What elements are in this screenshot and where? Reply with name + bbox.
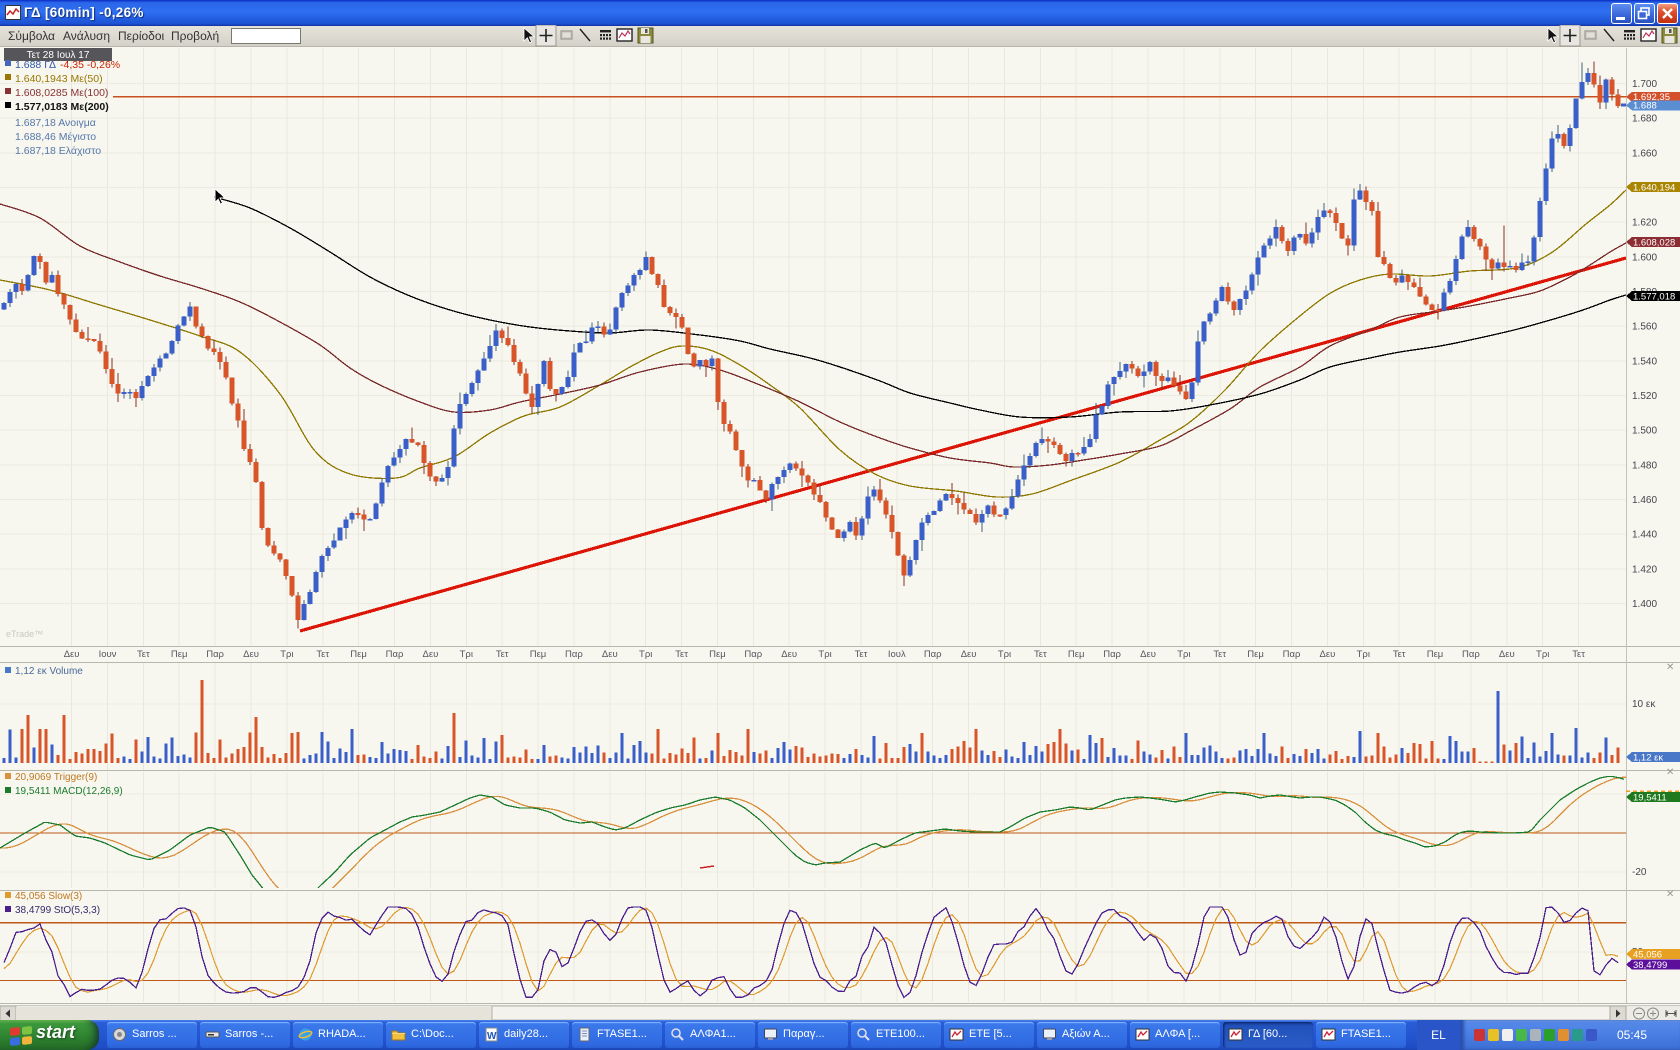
svg-text:Παρ: Παρ [565, 649, 583, 660]
svg-text:Τετ: Τετ [137, 649, 150, 660]
svg-text:Τετ: Τετ [1034, 649, 1047, 660]
svg-text:Δευ: Δευ [423, 649, 439, 660]
svg-text:1.640,1943 Με(50): 1.640,1943 Με(50) [15, 73, 103, 85]
svg-text:19,5411 MACD(12,26,9): 19,5411 MACD(12,26,9) [15, 786, 123, 797]
svg-text:Παρ: Παρ [744, 649, 762, 660]
svg-text:Τρι: Τρι [998, 649, 1011, 660]
svg-text:Πεμ: Πεμ [1427, 649, 1444, 660]
svg-text:1,12 εκ Volume: 1,12 εκ Volume [15, 666, 83, 677]
svg-text:1.520: 1.520 [1632, 391, 1657, 402]
svg-text:1.687,18 Ανοιγμα: 1.687,18 Ανοιγμα [15, 117, 96, 129]
svg-text:1.460: 1.460 [1632, 495, 1657, 506]
svg-text:20,9069 Trigger(9): 20,9069 Trigger(9) [15, 772, 97, 783]
svg-text:1.577,0183 Με(200): 1.577,0183 Με(200) [15, 101, 109, 113]
svg-text:1.400: 1.400 [1632, 599, 1657, 610]
svg-text:38,4799 StO(5,3,3): 38,4799 StO(5,3,3) [15, 905, 100, 916]
svg-text:Παρ: Παρ [1462, 649, 1480, 660]
svg-text:Τρι: Τρι [460, 649, 473, 660]
svg-text:Πεμ: Πεμ [171, 649, 188, 660]
svg-text:Πεμ: Πεμ [709, 649, 726, 660]
svg-text:1.480: 1.480 [1632, 460, 1657, 471]
svg-text:Πεμ: Πεμ [530, 649, 547, 660]
svg-text:Δευ: Δευ [243, 649, 259, 660]
svg-text:1.640,194: 1.640,194 [1633, 182, 1675, 193]
svg-text:Παρ: Παρ [386, 649, 404, 660]
svg-text:Πεμ: Πεμ [1247, 649, 1264, 660]
svg-text:Ιουλ: Ιουλ [888, 649, 906, 660]
svg-text:Δευ: Δευ [64, 649, 80, 660]
svg-text:Παρ: Παρ [924, 649, 942, 660]
svg-text:Παρ: Παρ [1283, 649, 1301, 660]
svg-text:Παρ: Παρ [206, 649, 224, 660]
svg-text:1.692,35: 1.692,35 [1633, 92, 1670, 103]
svg-text:Τρι: Τρι [818, 649, 831, 660]
svg-text:eTrade™: eTrade™ [6, 629, 43, 639]
svg-text:1.440: 1.440 [1632, 530, 1657, 541]
svg-text:Παρ: Παρ [1103, 649, 1121, 660]
svg-text:Τετ 28 Ιουλ 17: Τετ 28 Ιουλ 17 [27, 50, 90, 61]
svg-text:Τετ: Τετ [675, 649, 688, 660]
svg-text:Τετ: Τετ [1572, 649, 1585, 660]
svg-text:1.600: 1.600 [1632, 252, 1657, 263]
svg-text:Δευ: Δευ [602, 649, 618, 660]
svg-text:45,056 Slow(3): 45,056 Slow(3) [15, 891, 82, 902]
svg-text:Δευ: Δευ [1320, 649, 1336, 660]
svg-text:Πεμ: Πεμ [350, 649, 367, 660]
svg-text:Πεμ: Πεμ [1068, 649, 1085, 660]
svg-text:1.688: 1.688 [1633, 101, 1657, 112]
svg-text:45,056: 45,056 [1633, 949, 1662, 960]
svg-text:1,12 εκ: 1,12 εκ [1633, 752, 1663, 763]
svg-text:1.560: 1.560 [1632, 322, 1657, 333]
svg-text:Ιουν: Ιουν [99, 649, 117, 660]
svg-text:-4,35 -0,26%: -4,35 -0,26% [60, 59, 120, 71]
svg-text:1.420: 1.420 [1632, 564, 1657, 575]
svg-text:1.700: 1.700 [1632, 79, 1657, 90]
svg-text:Δευ: Δευ [781, 649, 797, 660]
svg-text:Τετ: Τετ [316, 649, 329, 660]
svg-text:1.688,46 Μέγιστο: 1.688,46 Μέγιστο [15, 131, 96, 143]
svg-text:Τετ: Τετ [1393, 649, 1406, 660]
svg-text:✕: ✕ [1666, 767, 1674, 778]
svg-text:Τρι: Τρι [280, 649, 293, 660]
svg-text:Τρι: Τρι [1177, 649, 1190, 660]
svg-text:1.660: 1.660 [1632, 148, 1657, 159]
svg-text:38,4799: 38,4799 [1633, 960, 1667, 971]
svg-text:Δευ: Δευ [961, 649, 977, 660]
svg-text:1.680: 1.680 [1632, 114, 1657, 125]
svg-text:-20: -20 [1632, 867, 1647, 878]
svg-text:Τετ: Τετ [855, 649, 868, 660]
svg-text:1.608,0285 Με(100): 1.608,0285 Με(100) [15, 87, 108, 99]
svg-text:W: W [487, 1031, 497, 1042]
svg-text:1.688 ΓΔ: 1.688 ΓΔ [15, 59, 56, 71]
svg-text:✕: ✕ [1666, 662, 1674, 673]
svg-text:1.500: 1.500 [1632, 426, 1657, 437]
svg-text:Τρι: Τρι [1357, 649, 1370, 660]
svg-text:Τρι: Τρι [1536, 649, 1549, 660]
svg-text:1.608,028: 1.608,028 [1633, 237, 1675, 248]
svg-text:19,5411: 19,5411 [1633, 792, 1667, 803]
svg-text:Δευ: Δευ [1499, 649, 1515, 660]
svg-text:Τετ: Τετ [496, 649, 509, 660]
svg-text:10 εκ: 10 εκ [1632, 699, 1656, 710]
svg-text:Τρι: Τρι [639, 649, 652, 660]
svg-text:Δευ: Δευ [1140, 649, 1156, 660]
svg-text:Τετ: Τετ [1213, 649, 1226, 660]
svg-text:✕: ✕ [1666, 889, 1674, 900]
svg-text:1.620: 1.620 [1632, 218, 1657, 229]
svg-text:1.540: 1.540 [1632, 356, 1657, 367]
svg-text:1.577,018: 1.577,018 [1633, 291, 1675, 302]
svg-text:1.687,18 Ελάχιστο: 1.687,18 Ελάχιστο [15, 145, 101, 157]
